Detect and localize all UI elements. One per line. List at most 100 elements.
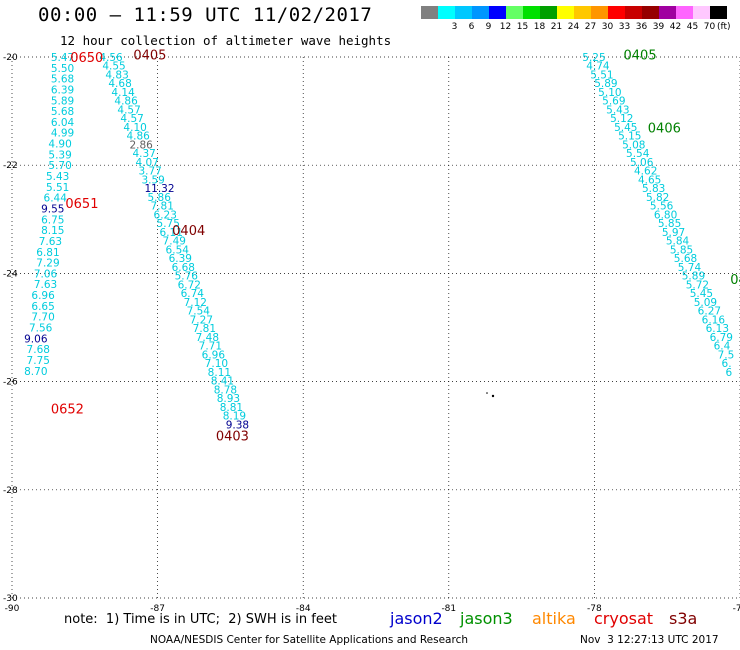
wave-height-value: 5.76 — [175, 271, 199, 283]
wave-height-value: 5.10 — [598, 87, 621, 99]
wave-height-value: 5.68 — [51, 106, 74, 118]
wave-height-value: 6.4 — [714, 341, 731, 353]
wave-height-value: 6 — [726, 367, 733, 379]
wave-height-value: 5.45 — [614, 122, 637, 134]
wave-height-value: 7.27 — [190, 314, 213, 326]
wave-height-value: 11.32 — [144, 183, 174, 195]
wave-height-value: 4.57 — [120, 113, 143, 125]
pass-time-labels: 0650 0651 0652 0405 0404 0403 0405 0406 0407 — [51, 48, 740, 444]
scale-swatch — [523, 6, 540, 19]
lat-tick-label: -24 — [3, 269, 18, 279]
wave-height-value: 5.12 — [610, 113, 633, 125]
scale-label: 39 — [652, 22, 665, 32]
lon-tick-label: -81 — [441, 604, 456, 614]
wave-height-value: 4.37 — [132, 148, 155, 160]
wave-height-value: 4.86 — [126, 131, 150, 143]
page-subtitle: 12 hour collection of altimeter wave hei… — [60, 33, 392, 48]
wave-height-value: 8.70 — [24, 366, 47, 378]
wave-height-value: 7.06 — [34, 268, 58, 280]
wave-height-value: 8.78 — [214, 384, 237, 396]
island-marker — [491, 394, 495, 398]
wave-height-value: 6.68 — [172, 262, 195, 274]
lat-tick-label: -28 — [3, 486, 18, 496]
wave-height-value: 6. — [722, 358, 732, 370]
scale-swatch — [472, 6, 489, 19]
wave-height-value: 2.86 — [129, 139, 153, 151]
wave-height-value: 5.89 — [682, 271, 705, 283]
wave-height-value: 6.23 — [154, 209, 177, 221]
wave-height-value: 8.15 — [41, 225, 64, 237]
wave-height-value: 7.75 — [27, 355, 50, 367]
wave-height-value: 7.5 — [718, 349, 735, 361]
scale-label: 15 — [516, 22, 529, 32]
wave-height-value: 5.69 — [602, 96, 625, 108]
pass-label: 0404 — [172, 224, 205, 239]
wave-height-value: 5.68 — [51, 74, 74, 86]
scale-label: 3 — [451, 22, 458, 32]
wave-height-value: 7.71 — [199, 341, 222, 353]
scale-label: 12 — [499, 22, 512, 32]
legend-jason2: jason2 — [390, 609, 443, 628]
wave-height-value: 7.29 — [36, 258, 59, 270]
legend-jason3: jason3 — [460, 609, 513, 628]
scale-swatch — [574, 6, 591, 19]
wave-height-value: 7.10 — [205, 358, 228, 370]
scale-label: 9 — [485, 22, 492, 32]
lat-tick-label: -30 — [3, 594, 18, 604]
wave-height-value: 7.56 — [29, 323, 53, 335]
lat-tick-label: -22 — [3, 161, 18, 171]
lat-tick-label: -20 — [3, 53, 18, 63]
wave-height-value: 6.74 — [181, 288, 205, 300]
wave-height-value: 5.54 — [626, 148, 650, 160]
wave-height-value: 8.93 — [217, 393, 240, 405]
track-0403-0405: 4.564.554.834.684.144.864.574.574.104.86… — [99, 52, 249, 431]
scale-unit: (ft) — [717, 22, 731, 32]
track-0650-0652: 5.475.505.686.395.895.686.044.994.905.39… — [24, 52, 74, 378]
lat-tick-label: -26 — [3, 378, 18, 388]
wave-height-value: 5.68 — [674, 253, 697, 265]
lon-tick-label: -75 — [733, 604, 740, 614]
legend-s3a: s3a — [669, 609, 698, 628]
wave-height-value: 4.90 — [48, 139, 71, 151]
satellite-tracks: 5.475.505.686.395.895.686.044.994.905.39… — [24, 52, 734, 431]
wave-height-value: 6.72 — [178, 279, 201, 291]
wave-height-value: 7.54 — [187, 306, 211, 318]
wave-height-value: 7.70 — [31, 312, 54, 324]
wave-height-value: 3.59 — [141, 174, 164, 186]
scale-swatch — [489, 6, 506, 19]
map-grid — [11, 56, 740, 599]
wave-height-value: 6.39 — [51, 84, 74, 96]
scale-swatch — [591, 6, 608, 19]
wave-height-value: 6.65 — [31, 301, 54, 313]
wave-height-value: 9.06 — [24, 333, 48, 345]
scale-swatch — [693, 6, 710, 19]
wave-height-value: 6.39 — [169, 253, 192, 265]
scale-label: 42 — [669, 22, 682, 32]
wave-height-value: 6.81 — [36, 247, 59, 259]
pass-label: 0407 — [730, 273, 740, 288]
wave-height-value: 5.72 — [686, 279, 709, 291]
wave-height-value: 4.83 — [105, 69, 128, 81]
wave-height-value: 6.75 — [41, 214, 64, 226]
wave-height-value: 5.45 — [690, 288, 713, 300]
lon-tick-label: -90 — [5, 604, 20, 614]
scale-swatch — [676, 6, 693, 19]
scale-label: 6 — [468, 22, 475, 32]
wave-height-value: 4.07 — [135, 157, 158, 169]
footer-timestamp: Nov 3 12:27:13 UTC 2017 — [580, 634, 719, 646]
wave-height-value: 4.65 — [638, 174, 661, 186]
scale-label: 18 — [533, 22, 546, 32]
wave-height-value: 7.63 — [34, 279, 57, 291]
wave-height-value: 5.74 — [678, 262, 702, 274]
wave-height-value: 9.55 — [41, 203, 64, 215]
pass-label: 0652 — [51, 403, 84, 418]
wave-height-value: 7.49 — [163, 236, 186, 248]
wave-height-value: 5.85 — [670, 244, 693, 256]
wave-height-value: 6.16 — [702, 314, 726, 326]
wave-height-value: 5.15 — [618, 131, 641, 143]
wave-height-value: 9.38 — [226, 419, 249, 431]
scale-label: 21 — [550, 22, 563, 32]
scale-label: 27 — [584, 22, 597, 32]
page-title: 00:00 – 11:59 UTC 11/02/2017 — [38, 4, 373, 26]
wave-height-value: 5.97 — [662, 227, 685, 239]
